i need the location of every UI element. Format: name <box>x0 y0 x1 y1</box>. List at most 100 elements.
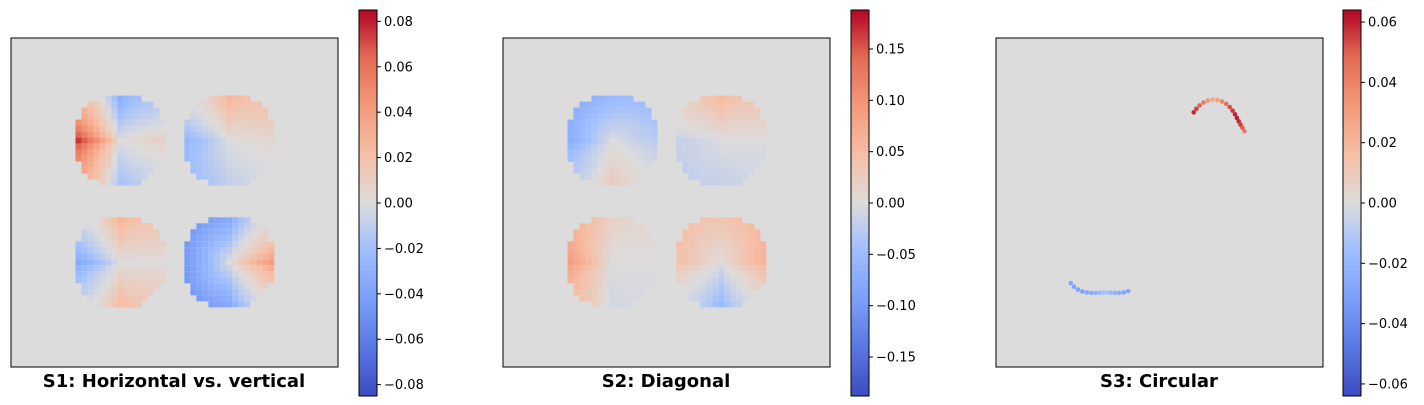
heatmap-cell <box>159 143 166 150</box>
heatmap-cell <box>694 253 701 260</box>
colorbar-tick-label: 0.08 <box>384 15 413 30</box>
heatmap-cell <box>105 119 112 126</box>
heatmap-cell <box>748 247 755 254</box>
heatmap-cell <box>579 241 586 248</box>
heatmap-cell <box>196 259 203 266</box>
heatmap-cell <box>597 253 604 260</box>
heatmap-cell <box>256 167 263 174</box>
heatmap-cell <box>621 247 628 254</box>
heatmap-cell <box>220 271 227 278</box>
heatmap-cell <box>117 137 124 144</box>
heatmap-cell <box>117 265 124 272</box>
heatmap-cell <box>760 149 767 156</box>
heatmap-cell <box>129 143 136 150</box>
heatmap-cell <box>141 137 148 144</box>
heatmap-cell <box>129 95 136 102</box>
heatmap-cell <box>105 247 112 254</box>
heatmap-cell <box>81 167 88 174</box>
heatmap-cell <box>639 229 646 236</box>
heatmap-cell <box>591 155 598 162</box>
heatmap-cell <box>591 125 598 132</box>
heatmap-cell <box>609 253 616 260</box>
heatmap-cell <box>87 119 94 126</box>
heatmap-cell <box>712 131 719 138</box>
heatmap-cell <box>208 265 215 272</box>
heatmap-cell <box>621 271 628 278</box>
heatmap-cell <box>621 301 628 308</box>
heatmap-background <box>996 38 1323 367</box>
heatmap-cell <box>597 283 604 290</box>
heatmap-cell <box>603 241 610 248</box>
heatmap-cell <box>244 149 251 156</box>
heatmap-cell <box>111 277 118 284</box>
heatmap-cell <box>615 283 622 290</box>
heatmap-cell <box>262 283 269 290</box>
heatmap-cell <box>135 259 142 266</box>
heatmap-cell <box>111 265 118 272</box>
arc-point <box>1125 288 1131 294</box>
heatmap-cell <box>567 259 574 266</box>
heatmap-cell <box>196 143 203 150</box>
heatmap-cell <box>190 241 197 248</box>
heatmap-cell <box>694 247 701 254</box>
heatmap-marks <box>1068 97 1247 296</box>
heatmap-cell <box>190 107 197 114</box>
heatmap-cell <box>256 253 263 260</box>
heatmap-cell <box>633 223 640 230</box>
heatmap-cell <box>81 107 88 114</box>
heatmap-cell <box>688 241 695 248</box>
heatmap-cell <box>706 95 713 102</box>
heatmap-cell <box>633 143 640 150</box>
heatmap-cell <box>105 229 112 236</box>
heatmap-cell <box>232 247 239 254</box>
heatmap-cell <box>214 113 221 120</box>
heatmap-cell <box>585 265 592 272</box>
heatmap-cell <box>232 283 239 290</box>
heatmap-cell <box>202 149 209 156</box>
heatmap-cell <box>609 143 616 150</box>
heatmap-cell <box>676 131 683 138</box>
colorbar-tick-label: −0.10 <box>876 299 916 314</box>
heatmap-cell <box>597 167 604 174</box>
heatmap-cell <box>250 125 257 132</box>
heatmap-cell <box>609 113 616 120</box>
heatmap-cell <box>585 253 592 260</box>
heatmap-cell <box>639 283 646 290</box>
heatmap-cell <box>700 277 707 284</box>
heatmap-cell <box>123 95 130 102</box>
heatmap-cell <box>615 113 622 120</box>
heatmap-cell <box>190 119 197 126</box>
heatmap-cell <box>700 173 707 180</box>
heatmap-cell <box>700 235 707 242</box>
heatmap-cell <box>87 259 94 266</box>
heatmap-cell <box>597 161 604 168</box>
heatmap-cell <box>724 271 731 278</box>
heatmap-cell <box>244 217 251 224</box>
heatmap-cell <box>226 301 233 308</box>
heatmap-cell <box>573 241 580 248</box>
heatmap-cell <box>639 259 646 266</box>
heatmap-cell <box>105 241 112 248</box>
heatmap-cell <box>159 247 166 254</box>
heatmap-cell <box>645 155 652 162</box>
heatmap-cell <box>676 259 683 266</box>
heatmap-cell <box>621 167 628 174</box>
heatmap-cell <box>621 241 628 248</box>
heatmap-cell <box>75 253 82 260</box>
heatmap-cell <box>238 125 245 132</box>
heatmap-cell <box>184 247 191 254</box>
heatmap-cell <box>75 137 82 144</box>
heatmap-cell <box>633 137 640 144</box>
heatmap-cell <box>597 113 604 120</box>
heatmap-cell <box>111 119 118 126</box>
heatmap-cell <box>591 241 598 248</box>
heatmap-cell <box>724 101 731 108</box>
heatmap-cell <box>579 277 586 284</box>
heatmap-cell <box>256 259 263 266</box>
heatmap-cell <box>147 155 154 162</box>
heatmap-cell <box>159 277 166 284</box>
arc-point <box>1108 290 1114 296</box>
heatmap-cell <box>754 235 761 242</box>
heatmap-cell <box>694 119 701 126</box>
heatmap-cell <box>111 235 118 242</box>
